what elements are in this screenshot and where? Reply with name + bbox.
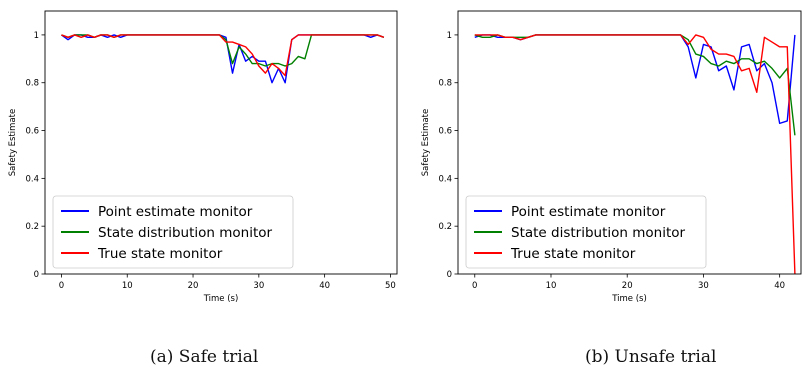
legend-label-1: Point estimate monitor: [98, 204, 253, 220]
y-tick-label: 0.6: [438, 127, 452, 137]
legend: Point estimate monitor State distribution…: [52, 195, 294, 269]
legend-label-2: State distribution monitor: [98, 225, 273, 241]
x-tick-label: 30: [253, 281, 264, 291]
x-tick-label: 50: [385, 281, 396, 291]
y-tick-label: 0.4: [25, 174, 39, 184]
y-tick-label: 0.8: [438, 79, 452, 89]
legend-label-1: Point estimate monitor: [511, 204, 666, 220]
y-tick-label: 1: [34, 31, 39, 41]
axes-frame: [457, 10, 802, 275]
legend-label-3: True state monitor: [97, 246, 223, 262]
y-tick-label: 0.2: [438, 222, 452, 232]
y-tick-label: 1: [447, 31, 452, 41]
chart-panel-a: 0 10 20 30 40 50 0 0.2 0.4 0.6 0.8 1 Time (s) Safety …: [8, 10, 398, 304]
y-tick-label: 0: [34, 270, 39, 280]
chart-panel-b: 0 10 20 30 40 0 0.2 0.4 0.6 0.8 1 Time (s) Safety Es…: [421, 10, 802, 304]
x-axis-label: Time (s): [611, 294, 647, 304]
y-tick-label: 0.2: [25, 222, 39, 232]
caption-b: (b) Unsafe trial: [585, 347, 717, 367]
legend-label-2: State distribution monitor: [511, 225, 686, 241]
legend-box: [465, 195, 707, 269]
x-tick-label: 20: [622, 281, 633, 291]
x-tick-label: 40: [774, 281, 785, 291]
series-group: [474, 34, 796, 274]
legend-box: [52, 195, 294, 269]
y-tick-label: 0.6: [25, 127, 39, 137]
x-tick-label: 30: [698, 281, 709, 291]
x-tick-label: 0: [59, 281, 64, 291]
x-tick-label: 0: [472, 281, 477, 291]
legend-label-3: True state monitor: [510, 246, 636, 262]
x-tick-label: 20: [188, 281, 199, 291]
y-axis-label: Safety Estimate: [421, 109, 431, 176]
legend: Point estimate monitor State distribution…: [465, 195, 707, 269]
y-tick-label: 0.8: [25, 79, 39, 89]
x-tick-label: 10: [546, 281, 557, 291]
series-line-3: [61, 34, 385, 77]
caption-a: (a) Safe trial: [150, 347, 259, 367]
y-tick-label: 0: [447, 270, 452, 280]
y-tick-label: 0.4: [438, 174, 452, 184]
axes-frame: [44, 10, 398, 275]
series-group: [61, 34, 385, 84]
x-axis-label: Time (s): [203, 294, 239, 304]
x-tick-label: 10: [122, 281, 133, 291]
y-axis-label: Safety Estimate: [8, 109, 18, 176]
x-tick-label: 40: [319, 281, 330, 291]
series-line-3: [474, 34, 796, 274]
